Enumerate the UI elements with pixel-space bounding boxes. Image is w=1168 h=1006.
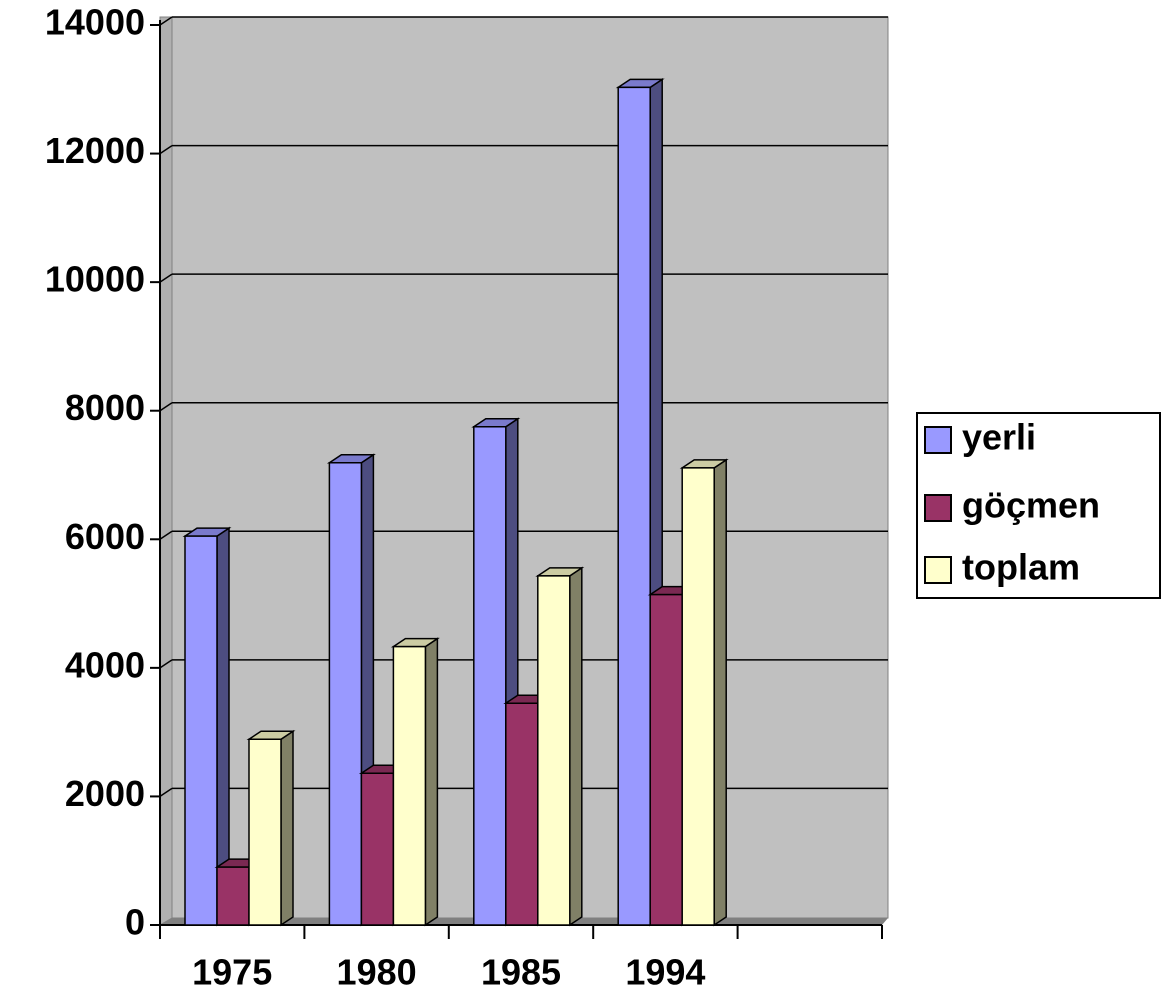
legend-label: yerli: [962, 417, 1036, 458]
bar-face: [681, 467, 715, 926]
bar-face: [424, 637, 439, 927]
legend-swatch: [924, 556, 952, 584]
bar: [615, 77, 665, 927]
bar-face: [649, 593, 683, 926]
bar-face: [537, 575, 571, 926]
x-tick-label: 1985: [481, 952, 561, 993]
bar-face: [184, 535, 218, 926]
bar-face: [280, 729, 294, 927]
legend-swatch: [924, 426, 952, 454]
grid-line: [159, 273, 173, 283]
bar: [246, 729, 296, 927]
bar: [679, 458, 729, 927]
x-tick-label: 1980: [337, 952, 417, 993]
grid-line: [159, 530, 173, 540]
bar: [390, 637, 440, 927]
grid-line: [159, 787, 173, 798]
x-tick-label: 1975: [192, 952, 272, 993]
y-tick-label: 4000: [65, 644, 145, 685]
bar-face: [216, 866, 250, 926]
bar-face: [392, 645, 427, 926]
legend-label: göçmen: [962, 485, 1100, 526]
y-tick-label: 8000: [65, 387, 145, 428]
legend-swatch: [924, 494, 952, 522]
grid-line: [159, 659, 173, 669]
bar-face: [505, 702, 539, 926]
y-tick-label: 6000: [65, 516, 145, 557]
grid-line: [159, 144, 173, 155]
bar-face: [473, 426, 507, 926]
bar-face: [328, 462, 363, 926]
y-tick-label: 10000: [45, 259, 145, 300]
bar: [535, 566, 585, 927]
x-tick-label: 1994: [625, 952, 705, 993]
legend-label: toplam: [962, 547, 1080, 588]
bar-face: [617, 86, 651, 926]
bar-face: [360, 772, 395, 926]
y-tick-label: 0: [125, 902, 145, 943]
bar-face: [569, 566, 583, 927]
y-tick-label: 14000: [45, 2, 145, 43]
y-tick-label: 12000: [45, 130, 145, 171]
legend: [916, 412, 1161, 599]
bar-face: [248, 738, 282, 926]
bar-face: [713, 458, 727, 927]
y-tick-label: 2000: [65, 773, 145, 814]
grid-line: [159, 402, 173, 412]
grid-line: [159, 16, 173, 26]
bar: [182, 526, 232, 927]
